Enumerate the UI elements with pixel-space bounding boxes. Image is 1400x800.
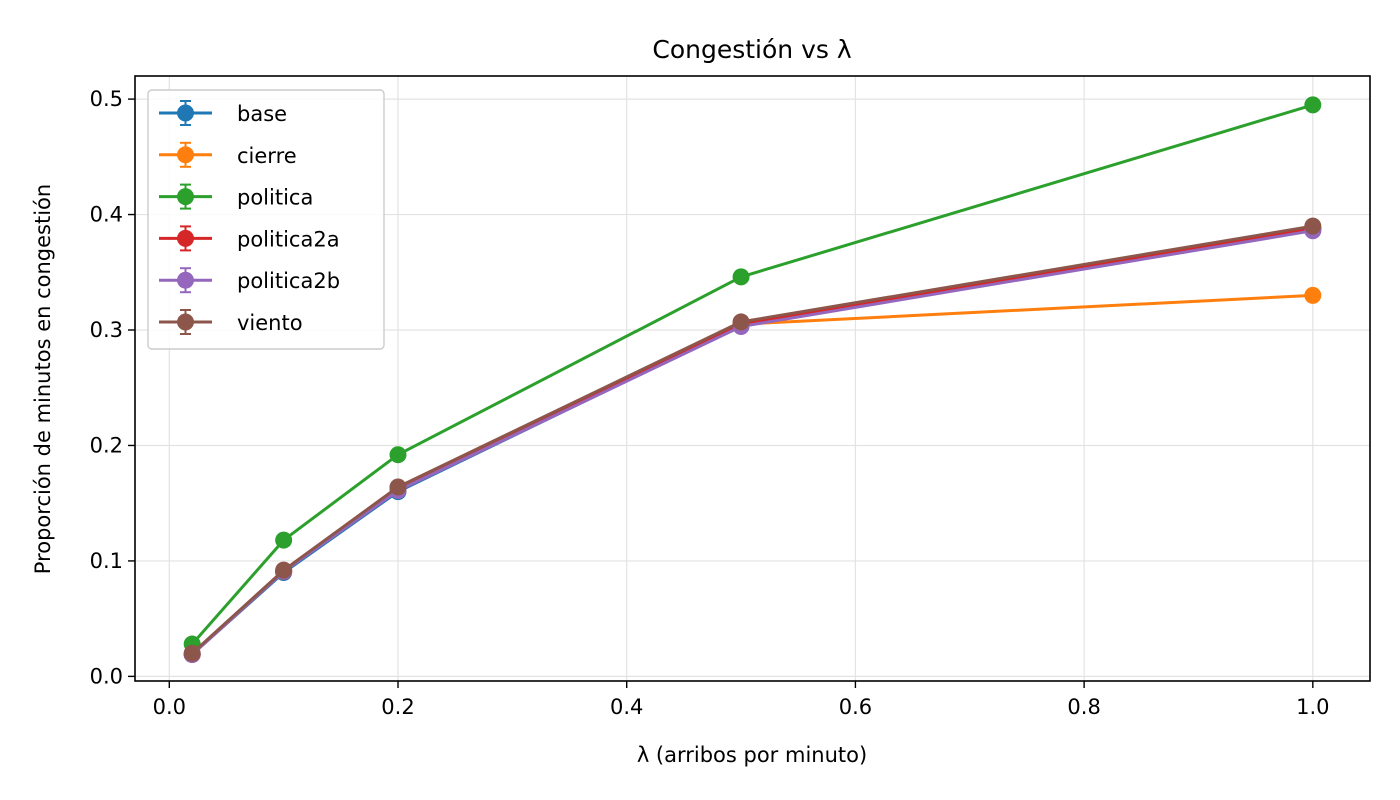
plot-frame	[134, 75, 1371, 682]
x-tick-label: 0.0	[153, 695, 186, 719]
x-tick-label: 0.4	[610, 695, 643, 719]
legend-item-cierre: cierre	[159, 141, 297, 168]
data-point	[732, 313, 750, 331]
data-point	[1304, 286, 1322, 304]
x-axis: 0.0 0.2 0.4 0.6 0.8 1.0	[153, 681, 1330, 719]
y-tick-label: 0.1	[90, 549, 123, 573]
x-tick-label: 0.8	[1067, 695, 1100, 719]
legend-label: politica	[237, 186, 313, 210]
legend-item-politica2b: politica2b	[159, 267, 340, 294]
legend-marker	[177, 271, 194, 289]
legend-label: politica2a	[237, 227, 340, 251]
legend-marker	[177, 104, 194, 122]
y-tick-label: 0.5	[90, 87, 123, 111]
data-point	[183, 644, 201, 662]
y-axis-label: Proporción de minutos en congestión	[31, 184, 55, 574]
y-tick-label: 0.0	[90, 664, 123, 688]
x-tick-label: 1.0	[1296, 695, 1329, 719]
legend-marker	[177, 188, 194, 206]
legend-label: base	[237, 102, 287, 126]
data-point	[389, 478, 407, 496]
legend-label: viento	[237, 311, 303, 335]
series-viento	[183, 217, 1322, 662]
legend-marker	[177, 313, 194, 331]
legend-label: politica2b	[237, 269, 340, 293]
legend-item-politica2a: politica2a	[159, 225, 340, 252]
series-layer	[183, 96, 1322, 663]
legend: base cierre politica politica2a politica2b vi…	[147, 89, 385, 350]
data-point	[1304, 96, 1322, 114]
data-point	[275, 531, 293, 549]
legend-item-viento: viento	[159, 309, 303, 335]
legend-item-politica: politica	[159, 183, 313, 210]
x-tick-label: 0.6	[839, 695, 872, 719]
data-point	[732, 268, 750, 286]
series-politica	[183, 96, 1322, 653]
data-point	[1304, 217, 1322, 235]
y-tick-label: 0.3	[90, 318, 123, 342]
data-point	[275, 561, 293, 579]
data-point	[389, 446, 407, 464]
x-axis-label: λ (arribos por minuto)	[637, 743, 867, 767]
legend-label: cierre	[237, 144, 297, 168]
legend-marker	[177, 229, 194, 247]
legend-marker	[177, 146, 194, 164]
legend-item-base: base	[159, 100, 287, 126]
chart-title: Congestión vs λ	[652, 35, 851, 64]
y-tick-label: 0.2	[90, 433, 123, 457]
x-tick-label: 0.2	[381, 695, 414, 719]
y-axis: 0.0 0.1 0.2 0.3 0.4 0.5	[90, 87, 135, 688]
y-tick-label: 0.4	[90, 203, 123, 227]
